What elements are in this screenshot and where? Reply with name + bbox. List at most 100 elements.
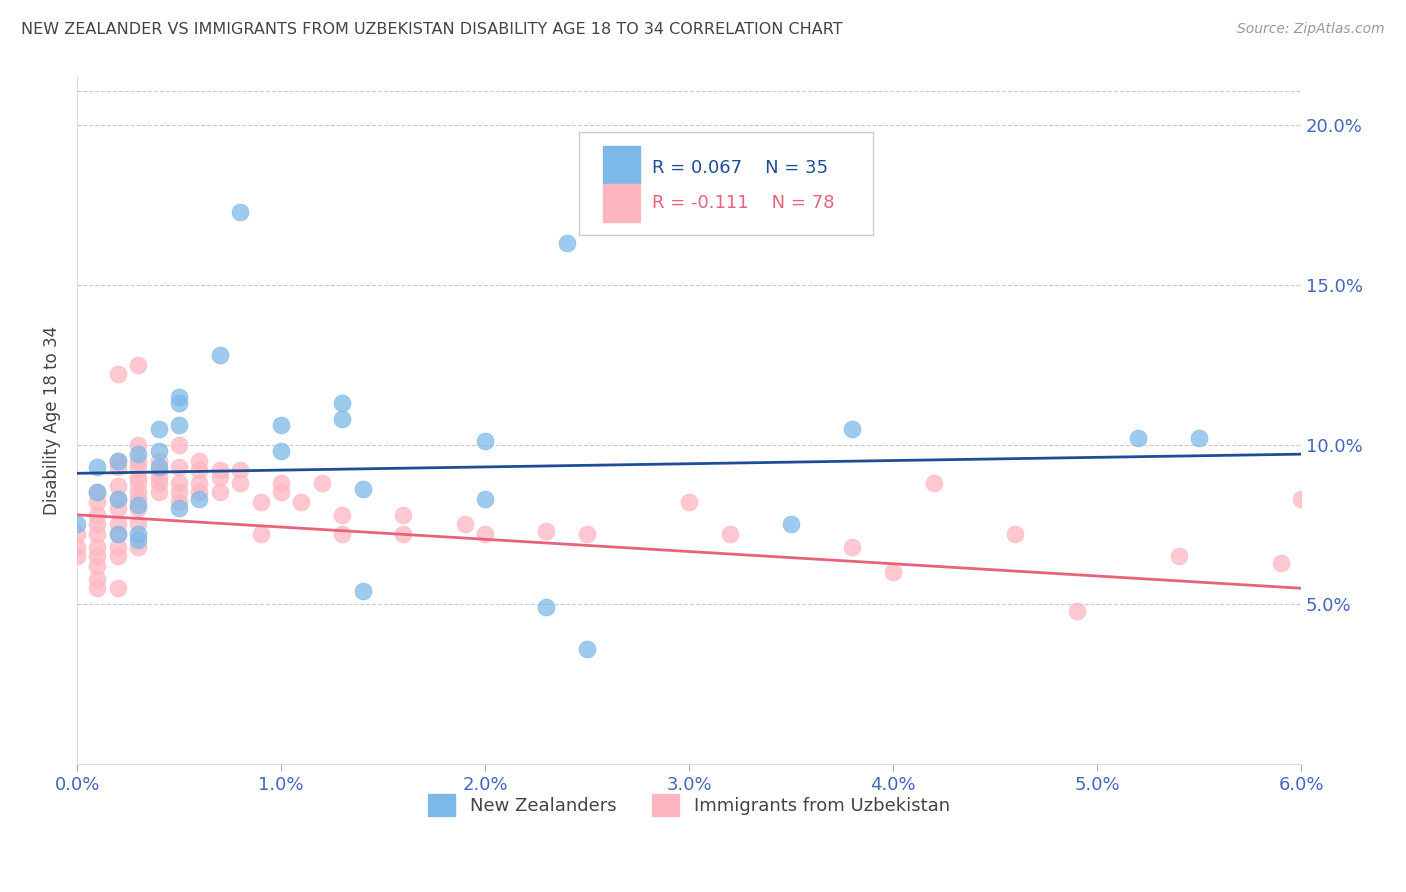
Point [127,517,149,532]
Point [107,517,129,532]
Point [127,501,149,516]
Point [86,485,108,500]
Point [208,463,231,477]
Point [86,508,108,522]
Point [1004,527,1026,541]
Point [1126,431,1149,445]
Bar [603,184,640,221]
Point [66,517,89,532]
Point [352,483,374,497]
Point [474,527,496,541]
Point [1270,556,1292,570]
Point [270,444,292,458]
Legend: New Zealanders, Immigrants from Uzbekistan: New Zealanders, Immigrants from Uzbekist… [420,787,957,823]
Point [270,485,292,500]
Point [66,540,89,554]
Point [555,236,578,251]
Point [127,475,149,490]
Point [208,348,231,362]
Point [576,641,599,656]
Point [167,501,190,516]
Point [86,572,108,586]
Point [127,437,149,451]
Point [678,495,700,509]
Point [330,396,353,410]
Point [86,527,108,541]
Point [148,453,170,467]
Point [127,469,149,483]
Point [1066,604,1088,618]
Point [127,527,149,541]
Point [208,469,231,483]
Point [107,453,129,467]
Y-axis label: Disability Age 18 to 34: Disability Age 18 to 34 [44,326,60,516]
Point [148,422,170,436]
Point [330,412,353,426]
Point [127,491,149,506]
Point [841,422,863,436]
Point [86,495,108,509]
Point [290,495,312,509]
Point [188,453,211,467]
Text: Source: ZipAtlas.com: Source: ZipAtlas.com [1237,22,1385,37]
Point [66,527,89,541]
Point [1289,491,1312,506]
Point [107,527,129,541]
Point [127,498,149,512]
Point [148,475,170,490]
Point [86,540,108,554]
Point [249,527,271,541]
Point [536,524,558,538]
Point [167,396,190,410]
Point [270,475,292,490]
Point [66,549,89,564]
Text: R = 0.067    N = 35: R = 0.067 N = 35 [652,160,828,178]
Point [127,447,149,461]
Point [229,475,252,490]
Point [148,485,170,500]
Point [148,444,170,458]
Point [107,491,129,506]
Point [86,517,108,532]
Point [188,491,211,506]
Point [107,581,129,595]
Point [536,600,558,615]
Point [474,491,496,506]
Point [780,517,803,532]
Point [107,527,129,541]
Point [1188,431,1211,445]
Point [167,485,190,500]
Point [127,358,149,372]
Point [188,475,211,490]
Point [127,453,149,467]
Point [107,459,129,474]
Point [107,501,129,516]
Text: NEW ZEALANDER VS IMMIGRANTS FROM UZBEKISTAN DISABILITY AGE 18 TO 34 CORRELATION : NEW ZEALANDER VS IMMIGRANTS FROM UZBEKIS… [21,22,842,37]
Point [229,204,252,219]
Point [474,434,496,449]
Point [841,540,863,554]
Point [127,540,149,554]
Point [392,508,415,522]
Bar [603,146,640,184]
Point [107,540,129,554]
Point [86,581,108,595]
Point [107,453,129,467]
Point [86,549,108,564]
Point [188,485,211,500]
Point [107,491,129,506]
Point [882,566,904,580]
Point [107,549,129,564]
Point [208,485,231,500]
Point [718,527,741,541]
Point [392,527,415,541]
Point [107,368,129,382]
Point [86,558,108,573]
Point [86,485,108,500]
Point [148,459,170,474]
Point [86,459,108,474]
Point [229,463,252,477]
Point [330,508,353,522]
Point [167,418,190,433]
Point [167,437,190,451]
